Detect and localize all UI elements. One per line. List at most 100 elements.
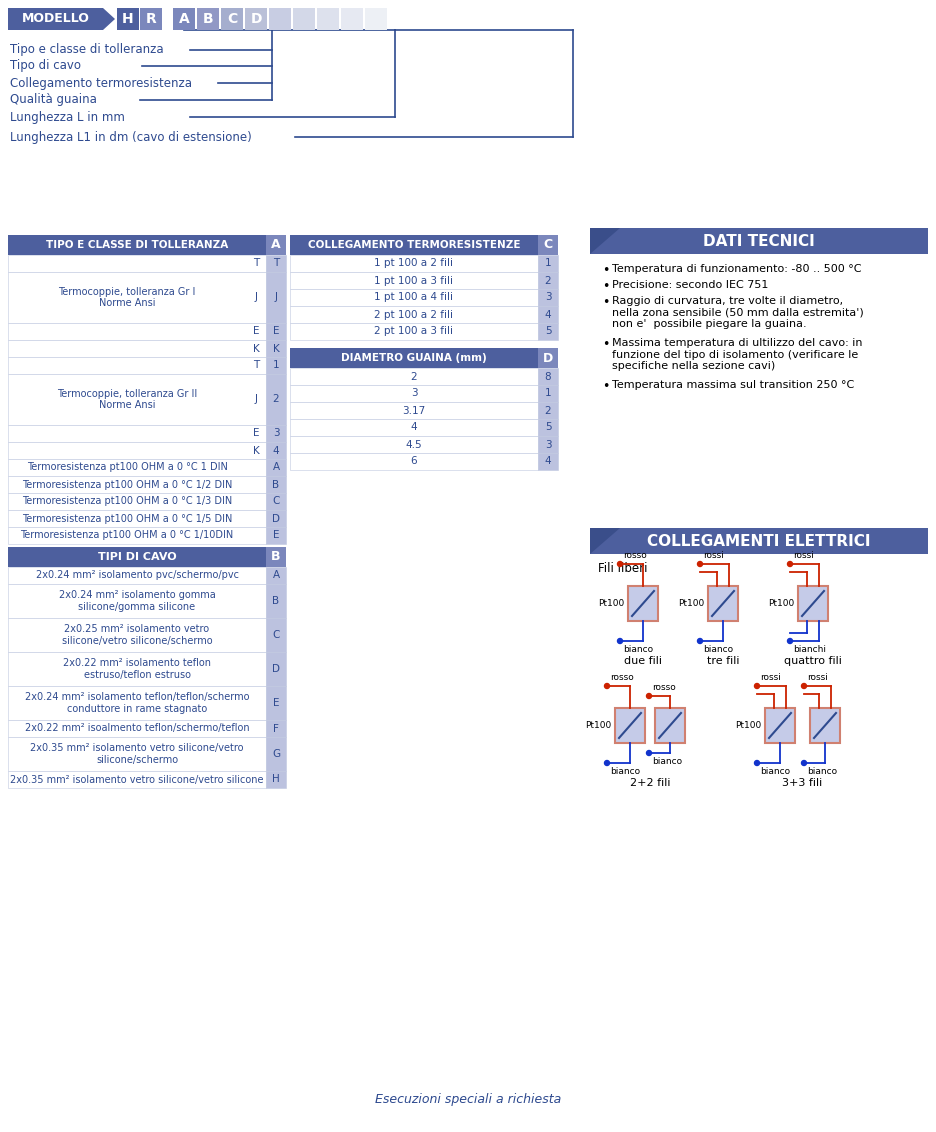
Text: 8: 8 — [545, 371, 551, 381]
Text: 2: 2 — [545, 275, 551, 285]
Text: A: A — [272, 463, 280, 472]
Bar — [290, 348, 538, 368]
Circle shape — [647, 751, 651, 755]
Text: Qualità guaina: Qualità guaina — [10, 94, 96, 106]
Text: T: T — [253, 360, 259, 370]
Text: COLLEGAMENTI ELETTRICI: COLLEGAMENTI ELETTRICI — [648, 533, 870, 549]
Text: K: K — [272, 343, 279, 353]
Text: C: C — [272, 497, 280, 506]
Text: Raggio di curvatura, tre volte il diametro,
nella zona sensibile (50 mm dalla es: Raggio di curvatura, tre volte il diamet… — [612, 295, 864, 329]
Text: C: C — [227, 12, 237, 26]
Text: 2 pt 100 a 2 fili: 2 pt 100 a 2 fili — [374, 309, 454, 319]
Polygon shape — [590, 528, 620, 554]
Bar — [8, 323, 266, 340]
Text: 2: 2 — [411, 371, 417, 381]
Bar — [290, 272, 538, 289]
Text: 3: 3 — [545, 439, 551, 449]
Bar — [8, 511, 266, 528]
Text: rossi: rossi — [807, 674, 827, 683]
Circle shape — [801, 684, 807, 688]
Bar — [290, 323, 538, 340]
Text: Esecuzioni speciali a richiesta: Esecuzioni speciali a richiesta — [375, 1094, 561, 1106]
Bar — [538, 306, 558, 323]
Text: 1: 1 — [545, 258, 551, 268]
Text: D: D — [272, 514, 280, 523]
Bar — [290, 402, 538, 419]
Text: 4: 4 — [545, 309, 551, 319]
Text: E: E — [253, 429, 259, 438]
Text: Pt100: Pt100 — [678, 599, 704, 608]
Circle shape — [697, 561, 703, 566]
Text: H: H — [272, 774, 280, 784]
Bar — [290, 436, 538, 453]
Text: bianco: bianco — [807, 766, 837, 775]
Text: J: J — [255, 292, 257, 302]
Bar — [538, 436, 558, 453]
Bar — [8, 235, 266, 255]
Text: A: A — [179, 12, 189, 26]
Circle shape — [787, 638, 793, 643]
Text: 2 pt 100 a 3 fili: 2 pt 100 a 3 fili — [374, 326, 454, 336]
Text: 2x0.24 mm² isolamento gomma
silicone/gomma silicone: 2x0.24 mm² isolamento gomma silicone/gom… — [59, 590, 215, 611]
Text: rosso: rosso — [652, 684, 676, 693]
Bar — [615, 708, 645, 743]
Bar — [266, 441, 286, 458]
Text: 1 pt 100 a 3 fili: 1 pt 100 a 3 fili — [374, 275, 454, 285]
Bar — [8, 771, 266, 788]
Bar — [293, 8, 315, 31]
Bar — [8, 424, 266, 441]
Text: COLLEGAMENTO TERMORESISTENZE: COLLEGAMENTO TERMORESISTENZE — [308, 240, 520, 250]
Bar — [266, 374, 286, 424]
Text: Tipo e classe di tolleranza: Tipo e classe di tolleranza — [10, 43, 164, 57]
Text: B: B — [203, 12, 213, 26]
Circle shape — [618, 561, 622, 566]
Text: H: H — [123, 12, 134, 26]
Text: 1 pt 100 a 2 fili: 1 pt 100 a 2 fili — [374, 258, 454, 268]
Text: 6: 6 — [411, 456, 417, 466]
Text: Lunghezza L1 in dm (cavo di estensione): Lunghezza L1 in dm (cavo di estensione) — [10, 130, 252, 144]
Text: 4.5: 4.5 — [405, 439, 422, 449]
Text: Termoresistenza pt100 OHM a 0 °C 1/10DIN: Termoresistenza pt100 OHM a 0 °C 1/10DIN — [21, 531, 234, 540]
Text: 2+2 fili: 2+2 fili — [630, 778, 670, 788]
Circle shape — [697, 638, 703, 643]
Text: E: E — [272, 698, 279, 708]
Bar — [266, 686, 286, 720]
Bar — [8, 255, 266, 272]
Text: bianchi: bianchi — [793, 644, 826, 653]
Bar — [197, 8, 219, 31]
Text: K: K — [253, 446, 259, 455]
Text: Temperatura massima sul transition 250 °C: Temperatura massima sul transition 250 °… — [612, 380, 855, 391]
Bar — [266, 357, 286, 374]
Text: Massima temperatura di ultilizzo del cavo: in
funzione del tipo di isolamento (v: Massima temperatura di ultilizzo del cav… — [612, 338, 862, 371]
Bar — [8, 584, 266, 618]
Bar — [266, 771, 286, 788]
Bar — [266, 652, 286, 686]
Text: B: B — [272, 480, 280, 489]
Bar — [590, 228, 928, 254]
Text: Termoresistenza pt100 OHM a 0 °C 1/2 DIN: Termoresistenza pt100 OHM a 0 °C 1/2 DIN — [22, 480, 232, 489]
Bar — [173, 8, 195, 31]
Text: 5: 5 — [545, 422, 551, 432]
Text: 4: 4 — [545, 456, 551, 466]
Bar — [8, 475, 266, 494]
Bar — [266, 618, 286, 652]
Bar — [266, 547, 286, 567]
Text: rossi: rossi — [703, 551, 724, 560]
Text: Collegamento termoresistenza: Collegamento termoresistenza — [10, 77, 192, 89]
Bar — [269, 8, 291, 31]
Bar — [8, 441, 266, 458]
Text: F: F — [273, 723, 279, 734]
Bar — [365, 8, 387, 31]
Text: C: C — [272, 631, 280, 640]
Circle shape — [754, 761, 759, 765]
Text: D: D — [272, 664, 280, 674]
Bar — [810, 708, 840, 743]
Bar — [266, 424, 286, 441]
Text: J: J — [255, 394, 257, 404]
Bar — [290, 385, 538, 402]
Bar — [266, 340, 286, 357]
Text: MODELLO: MODELLO — [22, 12, 90, 26]
Circle shape — [801, 761, 807, 765]
Text: bianco: bianco — [703, 644, 733, 653]
Text: Termoresistenza pt100 OHM a 0 °C 1/5 DIN: Termoresistenza pt100 OHM a 0 °C 1/5 DIN — [22, 514, 232, 523]
